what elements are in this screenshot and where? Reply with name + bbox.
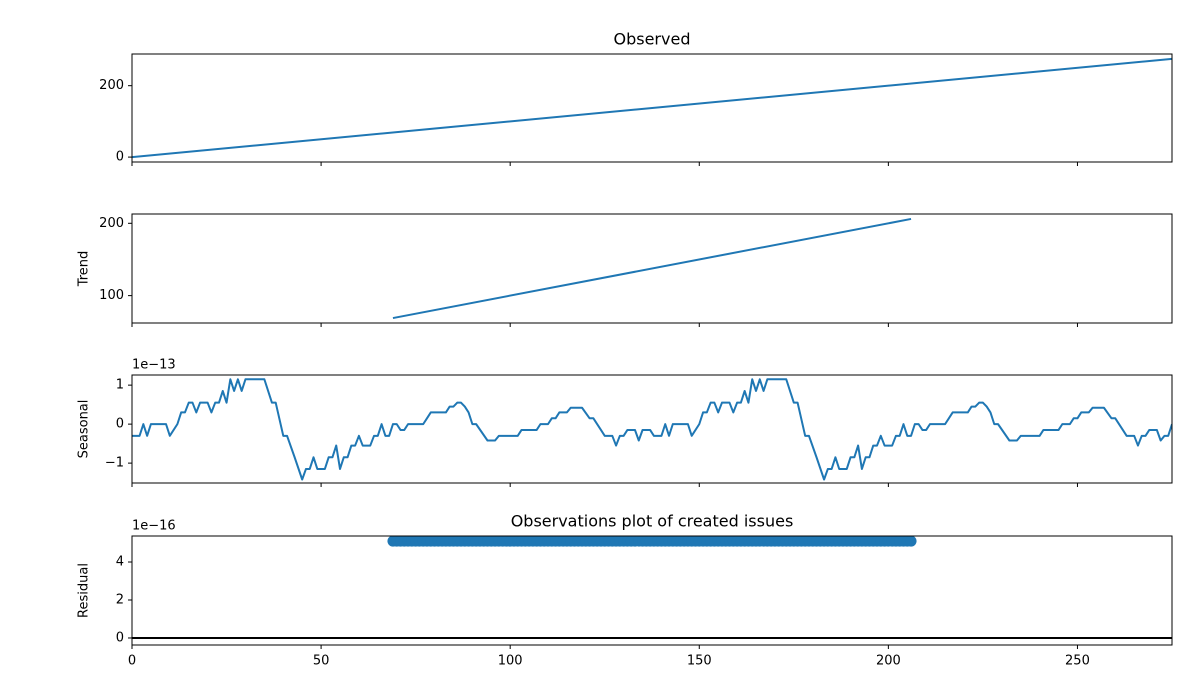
y-tick-label: 200 [99,78,124,93]
x-tick-label: 100 [498,654,523,669]
line [392,217,912,320]
axes-frame [131,535,1173,646]
x-tick-label: 200 [876,654,901,669]
y-tick-label: 4 [116,555,124,570]
y-tick-label: −1 [105,456,124,471]
axes-title: Observations plot of created issues [511,512,794,531]
y-tick-label: 2 [116,592,124,607]
line [132,378,1172,481]
x-tick-label: 0 [128,654,136,669]
y-axis-label: Residual [77,563,92,618]
y-tick-label: 200 [99,216,124,231]
y-axis-label: Trend [77,251,92,288]
y-tick-label: 0 [116,630,124,645]
x-tick-label: 150 [687,654,712,669]
y-tick-label: 1 [116,378,124,393]
axes-title: Observed [614,30,691,49]
y-axis-label: Seasonal [77,400,92,459]
plot-area [132,378,1172,481]
axes-frame [131,374,1173,484]
axes-frame [131,213,1173,324]
plot-area [387,536,917,547]
axes-frame [131,53,1173,163]
y-tick-label: 0 [116,150,124,165]
point [905,536,917,547]
offset-label: 1e−13 [132,358,176,373]
x-tick-label: 250 [1065,654,1090,669]
offset-label: 1e−16 [132,519,176,534]
y-tick-label: 0 [116,417,124,432]
line [132,57,1172,159]
plot-area [392,217,912,320]
y-tick-label: 100 [99,288,124,303]
plot-area [132,57,1172,159]
x-tick-label: 50 [313,654,330,669]
